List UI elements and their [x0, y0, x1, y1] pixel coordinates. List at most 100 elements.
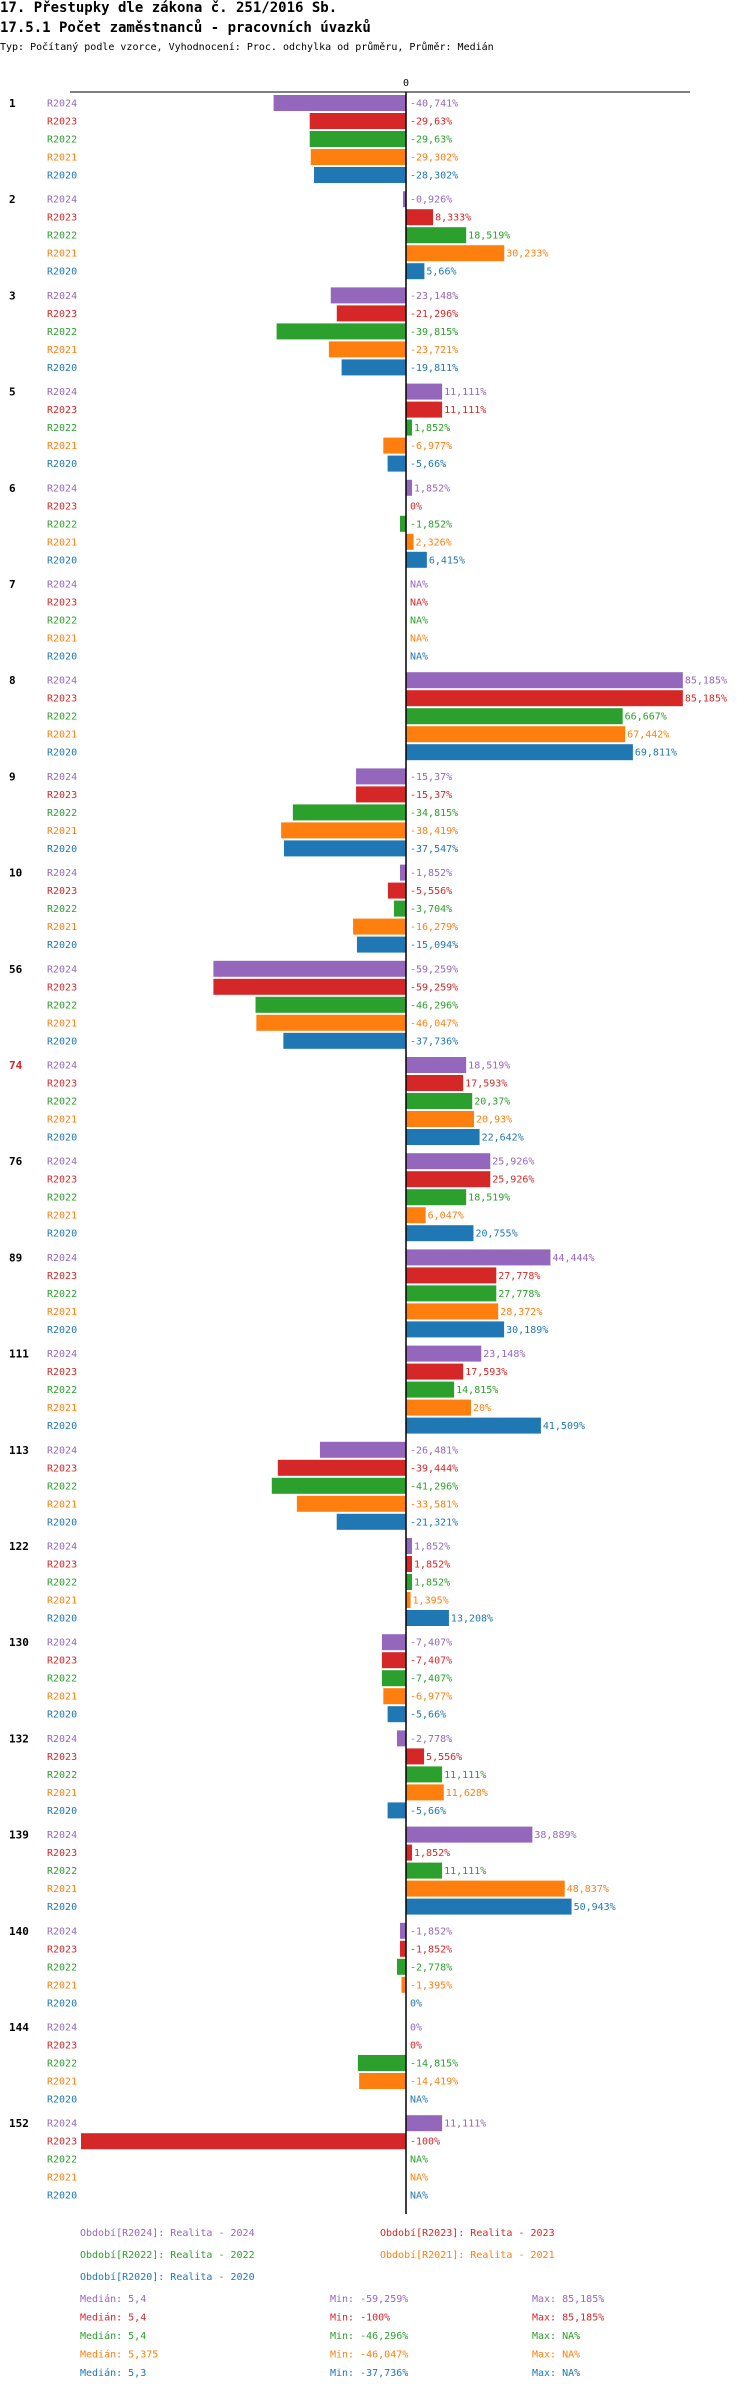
- series-code-label: R2022: [47, 519, 77, 530]
- data-label: 0%: [410, 501, 422, 512]
- bar: [406, 1093, 473, 1109]
- series-code-label: R2024: [47, 1830, 77, 1841]
- stat-max: Max: 85,185%: [532, 2294, 604, 2305]
- bar: [406, 1225, 474, 1242]
- data-label: -6,977%: [410, 441, 452, 452]
- data-label: 2,326%: [416, 537, 452, 548]
- series-code-label: R2021: [47, 1596, 77, 1607]
- bar: [406, 1345, 482, 1362]
- series-code-label: R2022: [47, 1578, 77, 1589]
- bar: [406, 419, 413, 436]
- bar: [387, 455, 406, 472]
- data-label: 27,778%: [498, 1271, 540, 1282]
- series-code-label: R2024: [47, 676, 77, 687]
- series-code-label: R2021: [47, 1499, 77, 1510]
- data-label: NA%: [410, 580, 428, 591]
- data-label: -0,926%: [410, 195, 452, 206]
- series-code-label: R2022: [47, 327, 77, 338]
- group-label: 144: [9, 2021, 29, 2034]
- series-code-label: R2020: [47, 459, 77, 470]
- data-label: 18,519%: [468, 1193, 510, 1204]
- bar: [328, 341, 406, 358]
- stat-median: Medián: 5,4: [80, 2293, 146, 2305]
- bar: [406, 401, 443, 418]
- group-label: 8: [9, 674, 16, 687]
- bar: [336, 1513, 406, 1530]
- series-code-label: R2023: [47, 598, 77, 609]
- series-code-label: R2023: [47, 405, 77, 416]
- data-label: -1,852%: [410, 1944, 452, 1955]
- series-code-label: R2022: [47, 1289, 77, 1300]
- data-label: 11,111%: [444, 387, 486, 398]
- data-label: 38,889%: [534, 1830, 576, 1841]
- data-label: -59,259%: [410, 964, 458, 975]
- bar: [406, 1592, 411, 1608]
- bar: [356, 768, 406, 785]
- bar: [399, 864, 406, 881]
- data-label: NA%: [410, 634, 428, 645]
- series-code-label: R2024: [47, 580, 77, 591]
- bar: [402, 191, 406, 208]
- data-label: 1,852%: [414, 423, 450, 434]
- data-label: NA%: [410, 2155, 428, 2166]
- data-label: -5,66%: [410, 1710, 446, 1721]
- bar: [401, 1976, 406, 1993]
- bar: [319, 1441, 406, 1458]
- data-label: -5,556%: [410, 886, 452, 897]
- stat-min: Min: -46,296%: [330, 2331, 408, 2342]
- series-code-label: R2024: [47, 195, 77, 206]
- series-code-label: R2020: [47, 1325, 77, 1336]
- legend-entry: Období[R2020]: Realita - 2020: [80, 2271, 255, 2283]
- bar: [406, 1207, 426, 1224]
- bar: [406, 1417, 541, 1434]
- data-label: -39,444%: [410, 1463, 458, 1474]
- bar: [406, 1610, 449, 1626]
- bar: [81, 2133, 406, 2150]
- bar: [406, 1381, 455, 1398]
- stat-median: Medián: 5,375: [80, 2349, 158, 2361]
- bar: [406, 1898, 572, 1915]
- data-label: -29,63%: [410, 135, 452, 146]
- series-code-label: R2020: [47, 1133, 77, 1144]
- data-label: NA%: [410, 2095, 428, 2106]
- data-label: 20,755%: [475, 1229, 517, 1240]
- data-label: NA%: [410, 598, 428, 609]
- group-label: 56: [9, 963, 23, 976]
- bar: [406, 1844, 413, 1861]
- data-label: -15,37%: [410, 790, 452, 801]
- bar: [353, 918, 406, 935]
- data-label: 6,415%: [429, 555, 465, 566]
- series-code-label: R2023: [47, 501, 77, 512]
- group-label: 6: [9, 482, 16, 495]
- series-code-label: R2022: [47, 135, 77, 146]
- data-label: NA%: [410, 2191, 428, 2202]
- series-code-label: R2023: [47, 790, 77, 801]
- data-label: -23,148%: [410, 291, 458, 302]
- bar: [406, 1574, 413, 1590]
- chart-title: 17.5.1 Počet zaměstnanců - pracovních úv…: [0, 20, 371, 36]
- series-code-label: R2021: [47, 441, 77, 452]
- series-code-label: R2020: [47, 1902, 77, 1913]
- bar: [406, 1826, 533, 1843]
- data-label: 6,047%: [428, 1211, 464, 1222]
- data-label: 18,519%: [468, 231, 510, 242]
- bar: [383, 437, 406, 454]
- series-code-label: R2023: [47, 1656, 77, 1667]
- group-label: 74: [9, 1059, 23, 1072]
- data-label: -40,741%: [410, 99, 458, 110]
- series-code-label: R2023: [47, 694, 77, 705]
- bar: [356, 936, 406, 953]
- data-label: -29,302%: [410, 153, 458, 164]
- series-code-label: R2021: [47, 1788, 77, 1799]
- series-code-label: R2022: [47, 1193, 77, 1204]
- bar: [406, 726, 626, 743]
- series-code-label: R2024: [47, 964, 77, 975]
- data-label: -41,296%: [410, 1481, 458, 1492]
- bar: [406, 533, 414, 550]
- series-code-label: R2023: [47, 1079, 77, 1090]
- bar: [310, 149, 406, 165]
- series-code-label: R2024: [47, 2023, 77, 2034]
- bar: [292, 804, 406, 821]
- series-code-label: R2024: [47, 1542, 77, 1553]
- data-label: -19,811%: [410, 363, 458, 374]
